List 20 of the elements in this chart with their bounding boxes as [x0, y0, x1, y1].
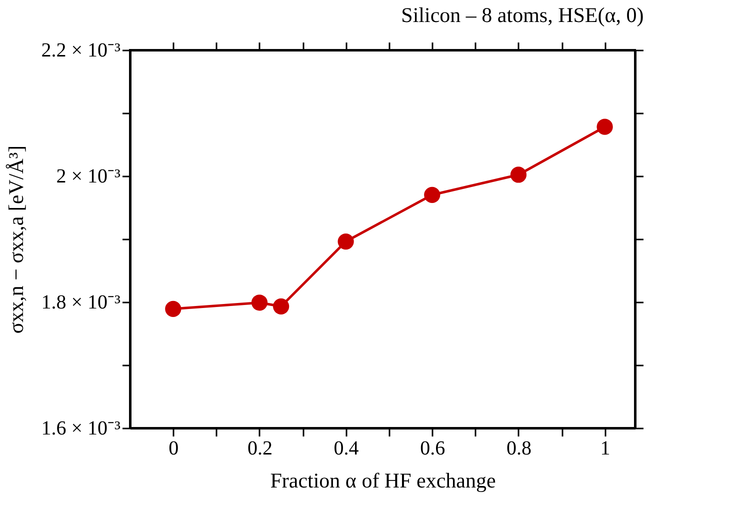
point [510, 166, 527, 183]
point [273, 298, 290, 314]
x-axis-title: Fraction α of HF exchange [270, 468, 496, 492]
chart-title: Silicon – 8 atoms, HSE(α, 0) [401, 3, 644, 27]
point [338, 233, 354, 250]
x-tick-label: 0.2 [247, 438, 272, 460]
y-axis-title: σxx,n − σxx,a [eV/Å³] [4, 145, 28, 334]
y-tick-label: 1.8 × 10⁻³ [41, 292, 120, 314]
point [596, 118, 613, 135]
y-tick-label: 1.6 × 10⁻³ [41, 418, 120, 440]
x-tick-label: 0.8 [506, 438, 532, 460]
x-tick-label: 1 [600, 438, 610, 460]
x-tick-label: 0.6 [420, 438, 446, 460]
point [165, 300, 182, 317]
x-tick-label: 0.4 [334, 438, 359, 460]
point [424, 186, 440, 203]
x-tick-label: 0 [168, 438, 179, 460]
y-tick-label: 2.2 × 10⁻³ [41, 40, 120, 62]
y-tick-label: 2 × 10⁻³ [56, 166, 120, 188]
point [251, 294, 268, 311]
